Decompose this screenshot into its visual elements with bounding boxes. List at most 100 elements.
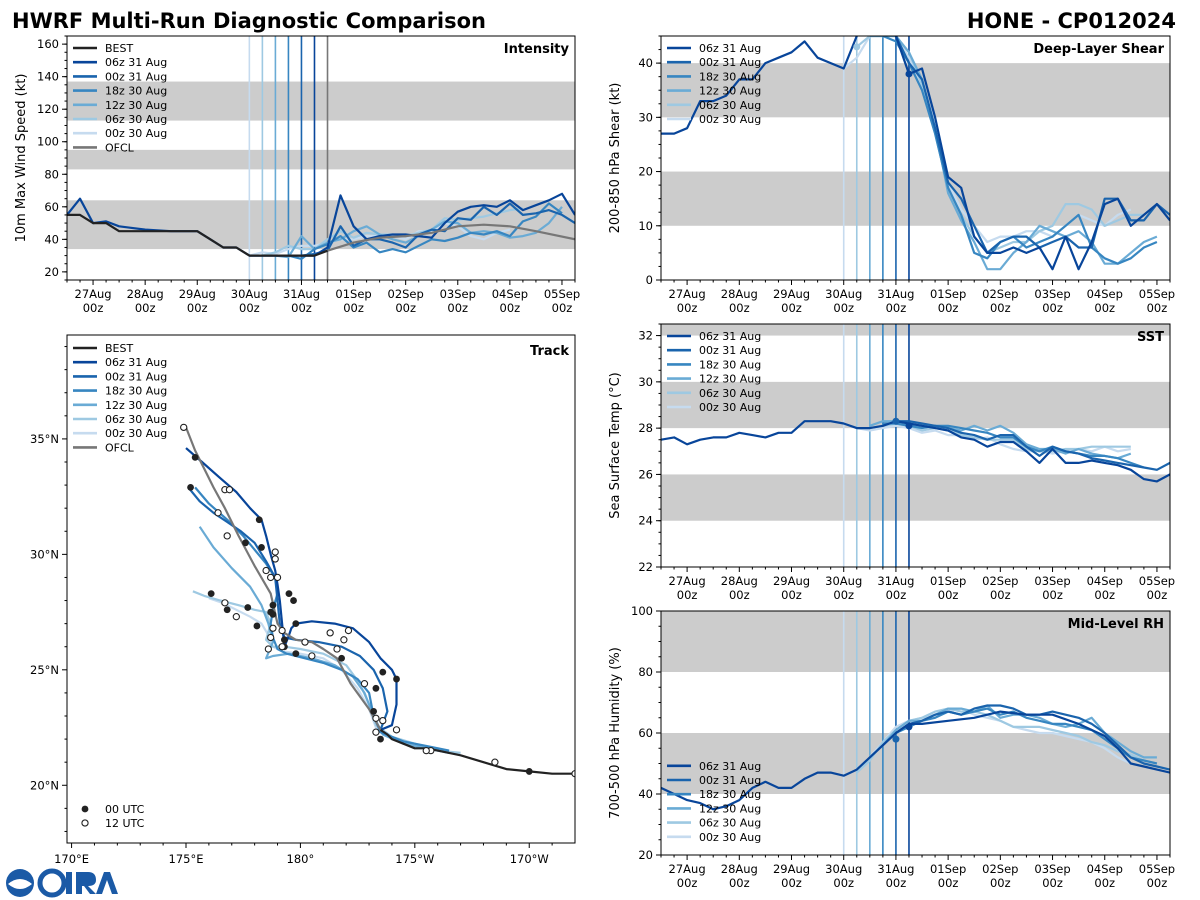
x-tick-label-hour: 00z — [886, 301, 907, 315]
storm-id: HONE - CP012024 — [967, 9, 1176, 33]
x-tick-label-hour: 00z — [781, 876, 802, 890]
y-tick-label: 100 — [631, 604, 653, 618]
x-tick-label-hour: 00z — [552, 301, 573, 315]
panel-title: SST — [1137, 330, 1164, 345]
x-tick-label-date: 04Sep — [1087, 287, 1123, 301]
x-tick-label-hour: 00z — [938, 301, 959, 315]
track-point-00utc — [379, 668, 387, 676]
track-point-12utc — [232, 613, 240, 621]
track-point-12utc — [271, 555, 279, 563]
x-tick-label-hour: 00z — [781, 588, 802, 602]
track-point-12utc — [271, 548, 279, 556]
series-line-00z-31-aug — [895, 420, 1170, 471]
x-tick-label-hour: 00z — [833, 588, 854, 602]
threshold-band — [661, 171, 1170, 226]
legend-label-18z-30-aug: 18z 30 Aug — [699, 788, 761, 801]
x-tick-label-hour: 00z — [1147, 588, 1168, 602]
x-tick-label-hour: 00z — [1042, 301, 1063, 315]
legend-label-06z-30-aug: 06z 30 Aug — [699, 99, 761, 112]
x-tick-label-hour: 00z — [447, 301, 468, 315]
x-tick-label-date: 05Sep — [1139, 862, 1175, 876]
x-tick-label-hour: 00z — [677, 301, 698, 315]
track-point-12utc — [360, 680, 369, 688]
threshold-band — [661, 733, 1170, 794]
track-point-12utc — [264, 645, 273, 653]
x-tick-label-date: 01Sep — [930, 574, 966, 588]
legend-label-00z-31-aug: 00z 31 Aug — [699, 56, 761, 69]
panel-title: Mid-Level RH — [1068, 617, 1164, 632]
y-axis-label: 700-500 hPa Humidity (%) — [608, 647, 623, 819]
x-tick-label-hour: 00z — [677, 876, 698, 890]
y-tick-label: 35°N — [30, 432, 59, 446]
legend-label-00z-30-aug: 00z 30 Aug — [699, 831, 761, 844]
x-tick-label-date: 27Aug — [669, 574, 706, 588]
y-axis-label: 10m Max Wind Speed (kt) — [14, 74, 29, 243]
legend-label-18z-30-aug: 18z 30 Aug — [105, 85, 167, 98]
track-point-12utc — [278, 643, 286, 651]
x-tick-label-date: 30Aug — [825, 862, 862, 876]
x-tick-label-hour: 00z — [938, 588, 959, 602]
legend-label-00utc: 00 UTC — [105, 803, 145, 816]
legend-label-06z-31-aug: 06z 31 Aug — [699, 330, 761, 343]
x-tick-label-date: 31Aug — [877, 287, 914, 301]
x-tick-label-date: 03Sep — [1034, 862, 1070, 876]
plot-area — [67, 36, 575, 280]
track-point-12utc — [372, 714, 380, 722]
x-tick-label-date: 31Aug — [283, 287, 320, 301]
x-tick-label: 170°W — [510, 852, 549, 866]
x-tick-label-hour: 00z — [1147, 876, 1168, 890]
legend-label-00z-30-aug: 00z 30 Aug — [699, 401, 761, 414]
series-line-06z-31-aug — [661, 420, 1170, 483]
legend-label-00z-31-aug: 00z 31 Aug — [105, 370, 167, 383]
track-point-12utc — [308, 652, 316, 660]
x-tick-label-hour: 00z — [291, 301, 312, 315]
threshold-band — [661, 611, 1170, 672]
track-point-00utc — [269, 611, 277, 618]
y-tick-label: 26 — [638, 467, 653, 481]
x-tick-label-date: 01Sep — [930, 287, 966, 301]
track-point-12utc — [180, 423, 188, 432]
legend-label-18z-30-aug: 18z 30 Aug — [699, 358, 761, 371]
track-line-12z-30-aug — [198, 526, 450, 754]
init-marker-00z-31-aug — [892, 417, 900, 425]
legend-label-06z-30-aug: 06z 30 Aug — [699, 817, 761, 830]
legend-label-12z-30-aug: 12z 30 Aug — [699, 802, 761, 815]
x-tick-label-date: 03Sep — [440, 287, 476, 301]
y-tick-label: 20°N — [30, 778, 59, 792]
x-tick-label-hour: 00z — [1094, 588, 1115, 602]
x-tick-label-hour: 00z — [135, 301, 156, 315]
legend-label-00z-31-aug: 00z 31 Aug — [105, 70, 167, 83]
x-tick-label-hour: 00z — [990, 588, 1011, 602]
y-tick-label: 22 — [638, 560, 653, 574]
x-tick-label-date: 30Aug — [825, 574, 862, 588]
plot-area — [661, 611, 1170, 855]
y-tick-label: 30 — [638, 375, 653, 389]
plot-area — [180, 423, 575, 778]
x-tick-label-hour: 00z — [886, 588, 907, 602]
x-tick-label-date: 29Aug — [773, 574, 810, 588]
threshold-band — [67, 81, 575, 121]
track-point-12utc — [301, 638, 309, 646]
legend-label-00z-31-aug: 00z 31 Aug — [699, 774, 761, 787]
y-tick-label: 100 — [37, 135, 59, 149]
legend-label-ofcl: OFCL — [105, 441, 135, 454]
track-point-00utc — [242, 539, 249, 547]
track-point-12utc — [491, 758, 499, 766]
legend-label-18z-30-aug: 18z 30 Aug — [699, 70, 761, 83]
legend-marker-00utc — [81, 805, 89, 813]
track-point-00utc — [255, 516, 263, 524]
y-tick-label: 20 — [638, 848, 653, 862]
threshold-band — [661, 381, 1170, 429]
threshold-band — [67, 149, 575, 170]
x-tick-label-date: 27Aug — [75, 287, 112, 301]
panel-title: Intensity — [504, 42, 570, 57]
x-tick-label-hour: 00z — [1042, 876, 1063, 890]
track-point-12utc — [225, 486, 234, 494]
x-tick-label-hour: 00z — [1094, 876, 1115, 890]
track-point-00utc — [269, 601, 277, 609]
track-point-12utc — [273, 573, 282, 582]
track-point-12utc — [267, 573, 275, 582]
series-line-00z-30-aug — [843, 707, 1132, 777]
legend-label-18z-30-aug: 18z 30 Aug — [105, 385, 167, 398]
x-tick-label-hour: 00z — [781, 301, 802, 315]
